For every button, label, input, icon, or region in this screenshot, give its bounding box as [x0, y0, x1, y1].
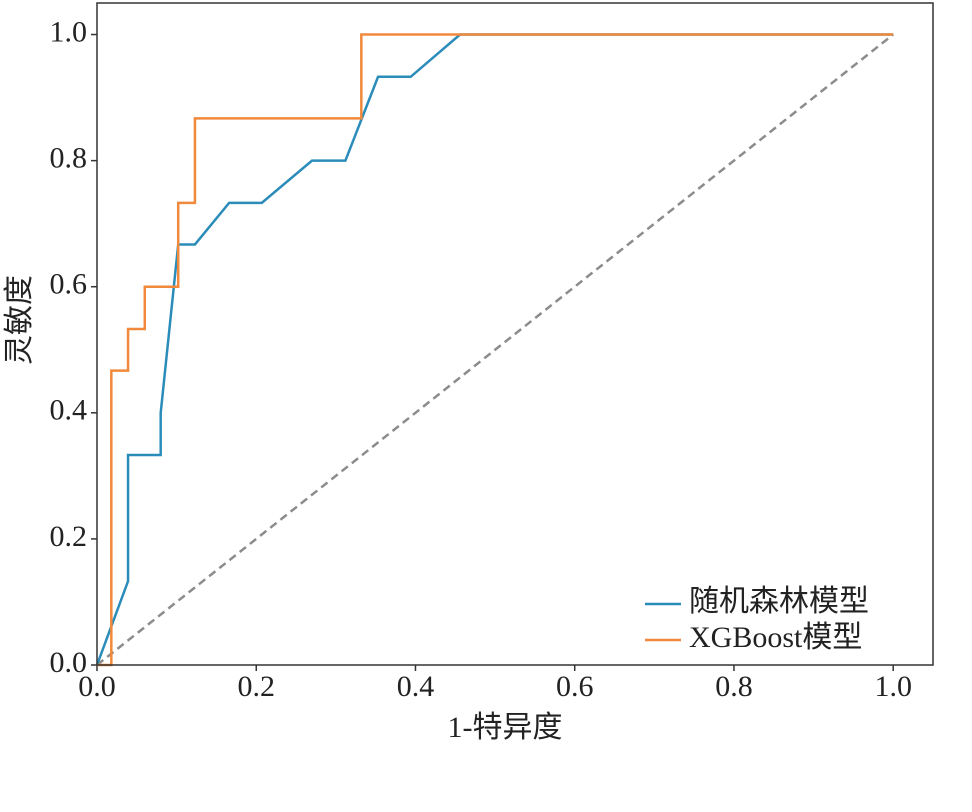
y-tick-label: 0.2: [50, 520, 88, 553]
x-tick-label: 0.8: [715, 670, 753, 703]
y-tick-label: 1.0: [50, 15, 88, 48]
legend-label: XGBoost模型: [689, 621, 862, 654]
y-tick-label: 0.8: [50, 142, 88, 175]
series-line: [95, 33, 894, 666]
legend-label: 随机森林模型: [689, 585, 869, 618]
y-tick-label: 0.6: [50, 268, 88, 301]
y-axis-label: 灵敏度: [3, 275, 36, 365]
reference-line: [96, 33, 894, 666]
x-tick-label: 0.0: [78, 670, 116, 703]
series-line: [97, 33, 894, 667]
x-tick-label: 0.4: [397, 670, 435, 703]
x-tick-label: 0.2: [237, 670, 275, 703]
x-tick-label: 1.0: [874, 670, 912, 703]
y-tick-label: 0.4: [50, 394, 88, 427]
plot-frame: [96, 2, 934, 666]
y-tick-label: 0.0: [50, 646, 88, 679]
x-axis-label: 1-特异度: [448, 711, 563, 744]
x-tick-label: 0.6: [556, 670, 594, 703]
